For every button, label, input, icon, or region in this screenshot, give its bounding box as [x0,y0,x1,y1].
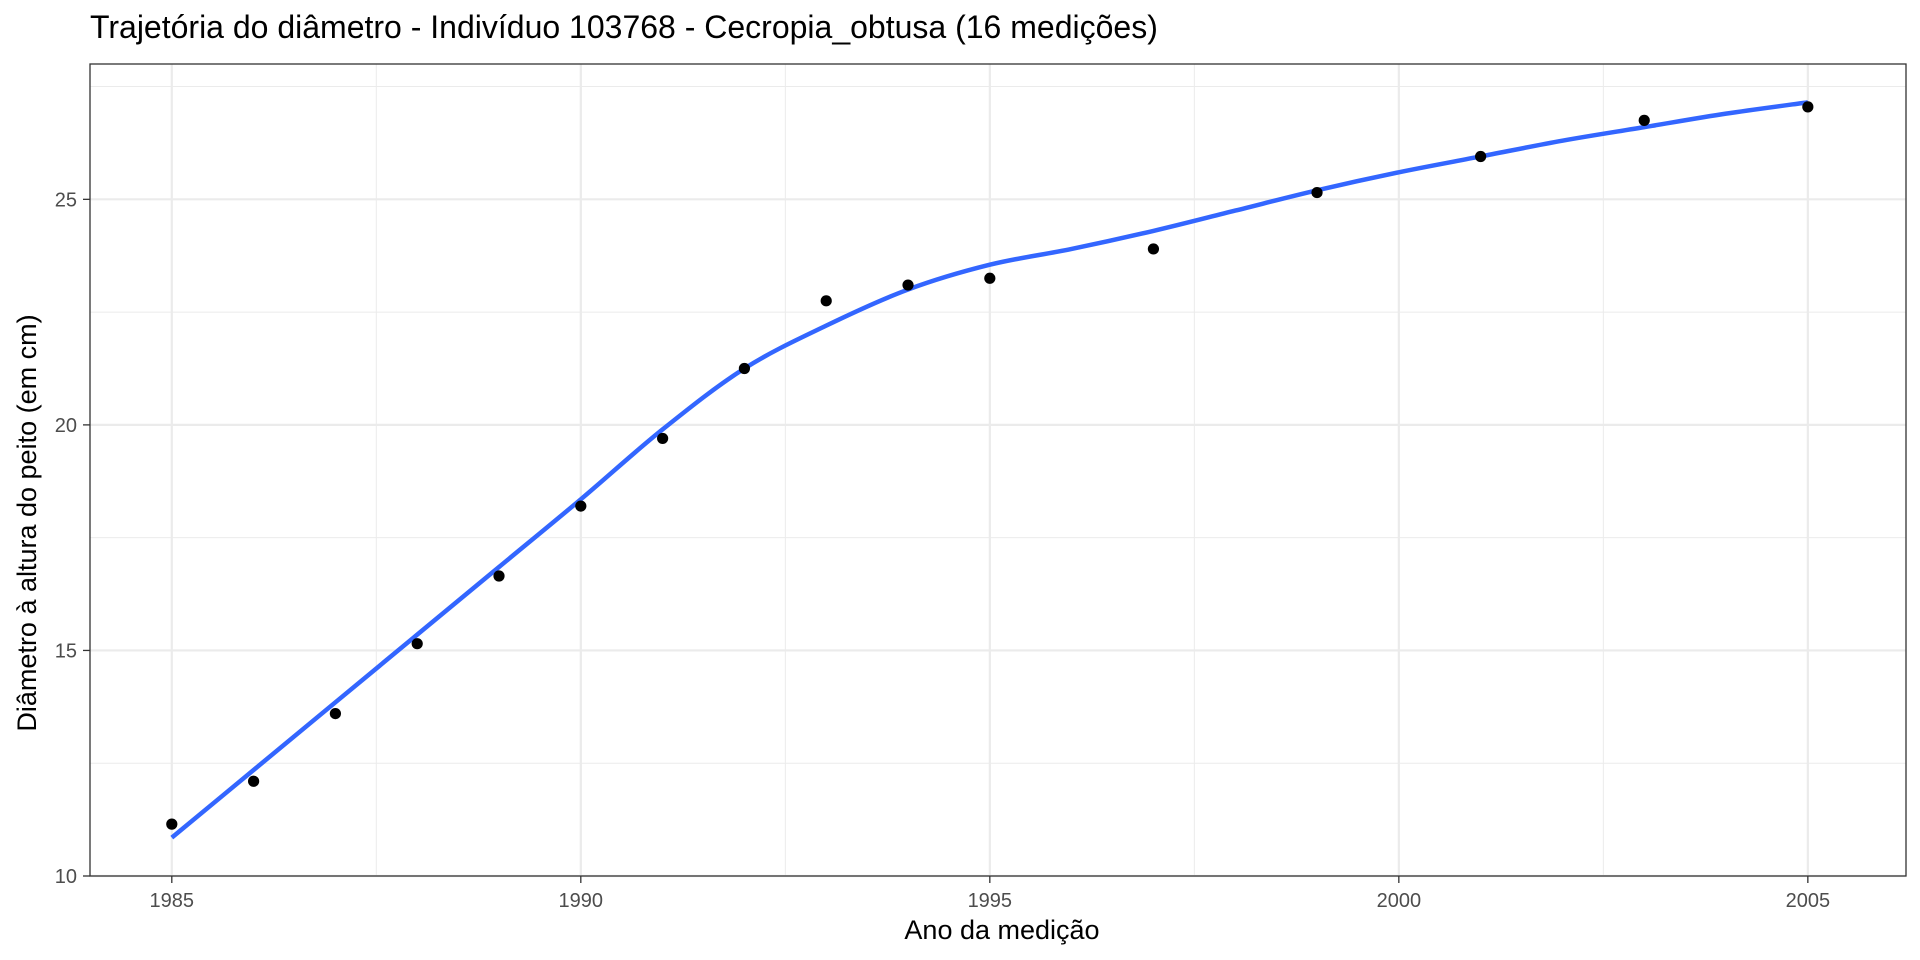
data-point [329,708,342,720]
y-tick-label: 10 [55,866,77,888]
data-point [248,775,260,787]
y-axis-ticks: 10 15 20 25 [55,189,90,888]
data-point [1475,150,1487,163]
data-point [902,279,914,291]
x-tick-label: 1990 [559,890,604,912]
x-tick-label: 2000 [1377,890,1422,912]
data-point [575,500,587,512]
data-point [1638,114,1650,126]
x-tick-label: 1985 [150,890,195,912]
data-point [984,272,996,284]
data-point [738,362,751,375]
data-point [1802,101,1814,113]
x-tick-label: 1995 [968,890,1013,912]
data-point [411,638,423,650]
data-point [820,295,832,307]
y-tick-label: 20 [55,415,77,437]
x-tick-label: 2005 [1786,890,1831,912]
y-tick-label: 25 [55,189,77,211]
data-point [1311,186,1323,199]
data-point [166,818,178,830]
x-axis-ticks: 1985 1990 1995 2000 2005 [150,876,1831,912]
data-point [1147,243,1160,255]
y-tick-label: 15 [55,640,77,662]
smooth-trend-line [170,100,1809,840]
data-point [493,570,505,582]
data-point [657,432,669,445]
chart-title: Trajetória do diâmetro - Indivíduo 10376… [90,9,1158,45]
x-axis-title: Ano da medição [904,915,1099,945]
points-layer [166,101,1814,830]
panel-border [89,63,1907,877]
smooth-layer [170,100,1809,840]
y-axis-title: Diâmetro à altura do peito (em cm) [12,314,42,731]
